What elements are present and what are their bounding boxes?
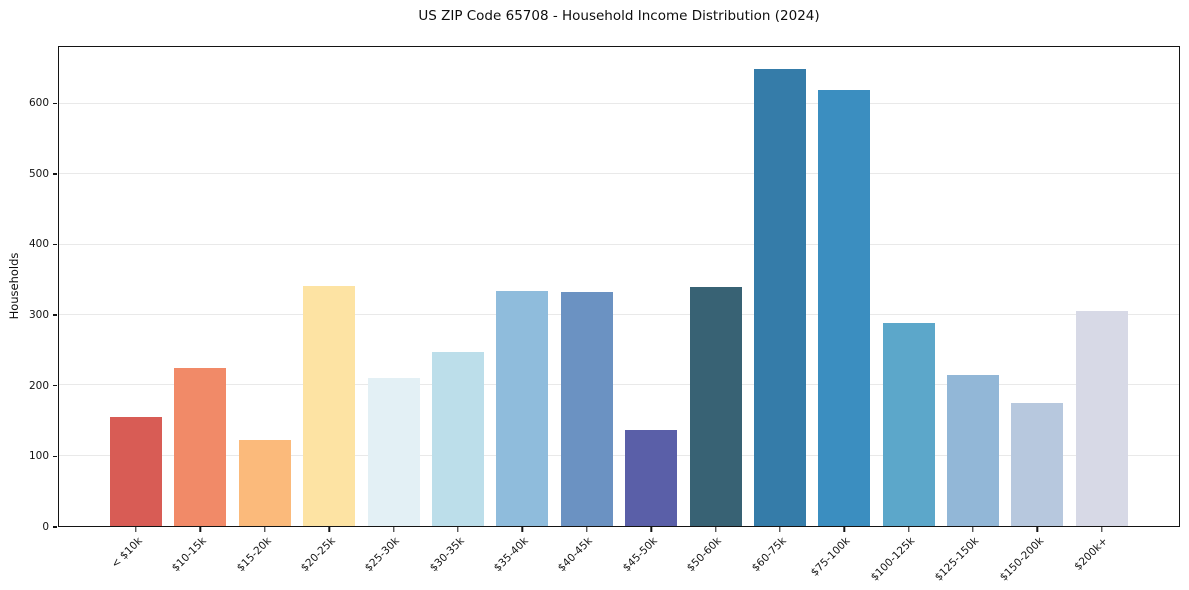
bar — [947, 374, 1000, 526]
y-tick-mark — [52, 455, 57, 458]
x-tick-label: $10-15k — [169, 535, 209, 575]
bar-column: $30-35k — [427, 47, 484, 574]
bar — [303, 286, 356, 526]
x-tick-mark — [521, 527, 524, 532]
bar-column: $15-20k — [234, 47, 291, 574]
bar — [496, 291, 549, 526]
y-tick-label: 400 — [28, 238, 49, 251]
x-tick-mark — [843, 527, 845, 532]
bar-column: $40-45k — [556, 47, 613, 574]
bar — [367, 378, 420, 526]
bar — [110, 416, 162, 526]
bar-column: $45-50k — [621, 47, 678, 574]
x-tick-label: $50-60k — [684, 535, 725, 575]
y-tick-label: 500 — [28, 167, 49, 180]
x-tick-label: $100-125k — [868, 535, 918, 584]
y-tick-label: 200 — [28, 379, 49, 392]
x-tick-mark — [457, 527, 459, 532]
bar-column: $20-25k — [299, 47, 356, 574]
bar — [753, 68, 806, 526]
y-tick-mark — [52, 173, 57, 175]
bar — [238, 440, 291, 526]
y-tick-mark — [52, 314, 57, 316]
x-tick-mark — [135, 527, 137, 532]
bar-column: $35-40k — [492, 47, 549, 574]
bar-column: $25-30k — [363, 47, 420, 574]
bar — [431, 352, 484, 526]
x-tick-label: $35-40k — [491, 535, 531, 575]
bar — [560, 291, 613, 526]
x-tick-label: $20-25k — [298, 535, 338, 575]
x-tick-label: $40-45k — [556, 535, 596, 575]
gridline — [59, 384, 1179, 386]
bar — [818, 89, 871, 526]
y-tick-label: 600 — [28, 97, 49, 110]
x-tick-label: $60-75k — [749, 535, 789, 575]
x-tick-label: $125-150k — [933, 535, 982, 584]
plot-area: < $10k $10-15k $15-20k $20-25k $25-30k $30-35… — [58, 46, 1180, 584]
y-tick-mark — [52, 385, 57, 387]
gridline — [59, 454, 1179, 456]
y-tick-mark — [52, 526, 57, 528]
y-tick-mark — [52, 102, 57, 104]
x-tick-mark — [586, 527, 588, 532]
x-tick-label: $45-50k — [620, 535, 660, 575]
y-tick-label: 0 — [42, 521, 49, 533]
x-tick-mark — [392, 527, 395, 532]
gridline — [59, 173, 1179, 175]
x-tick-label: $200k+ — [1072, 535, 1111, 573]
bar-column: $100-125k — [869, 47, 935, 584]
bar — [625, 429, 678, 526]
bar — [1011, 402, 1064, 526]
x-tick-mark — [264, 527, 266, 532]
gridline — [59, 102, 1179, 104]
x-tick-mark — [779, 527, 781, 532]
bar-column: < $10k — [109, 47, 162, 571]
grid-layer — [59, 47, 1179, 526]
x-tick-mark — [199, 527, 202, 532]
x-tick-mark — [1036, 527, 1039, 532]
bar — [1075, 310, 1128, 526]
y-tick-label: 300 — [28, 309, 49, 322]
bar-column: $125-150k — [933, 47, 1000, 584]
x-tick-mark — [972, 527, 974, 532]
x-tick-label: $75-100k — [808, 535, 853, 579]
y-tick-mark — [52, 243, 57, 246]
x-tick-mark — [907, 527, 910, 532]
bar — [174, 367, 227, 526]
x-tick-label: $30-35k — [427, 535, 467, 575]
x-tick-mark — [328, 527, 330, 532]
x-tick-mark — [650, 527, 652, 532]
gridline — [59, 314, 1179, 315]
x-tick-mark — [714, 527, 717, 532]
x-tick-label: < $10k — [108, 535, 145, 571]
bar-column: $200k+ — [1072, 47, 1128, 573]
y-tick-label: 100 — [28, 450, 49, 463]
bars-layer: < $10k $10-15k $15-20k $20-25k $25-30k $30-35… — [59, 47, 1179, 584]
bar-column: $10-15k — [170, 47, 227, 574]
x-tick-label: $25-30k — [362, 535, 403, 575]
bar — [882, 323, 935, 526]
x-tick-label: $15-20k — [234, 535, 274, 575]
gridline — [59, 243, 1179, 245]
bar-column: $75-100k — [809, 47, 871, 579]
bar-column: $150-200k — [997, 47, 1064, 584]
chart-title: US ZIP Code 65708 - Household Income Dis… — [418, 8, 820, 24]
bar-column: $60-75k — [749, 47, 806, 574]
bar-column: $50-60k — [685, 47, 742, 574]
bar — [689, 286, 742, 526]
x-tick-label: $150-200k — [997, 535, 1046, 584]
x-tick-mark — [1101, 527, 1103, 532]
